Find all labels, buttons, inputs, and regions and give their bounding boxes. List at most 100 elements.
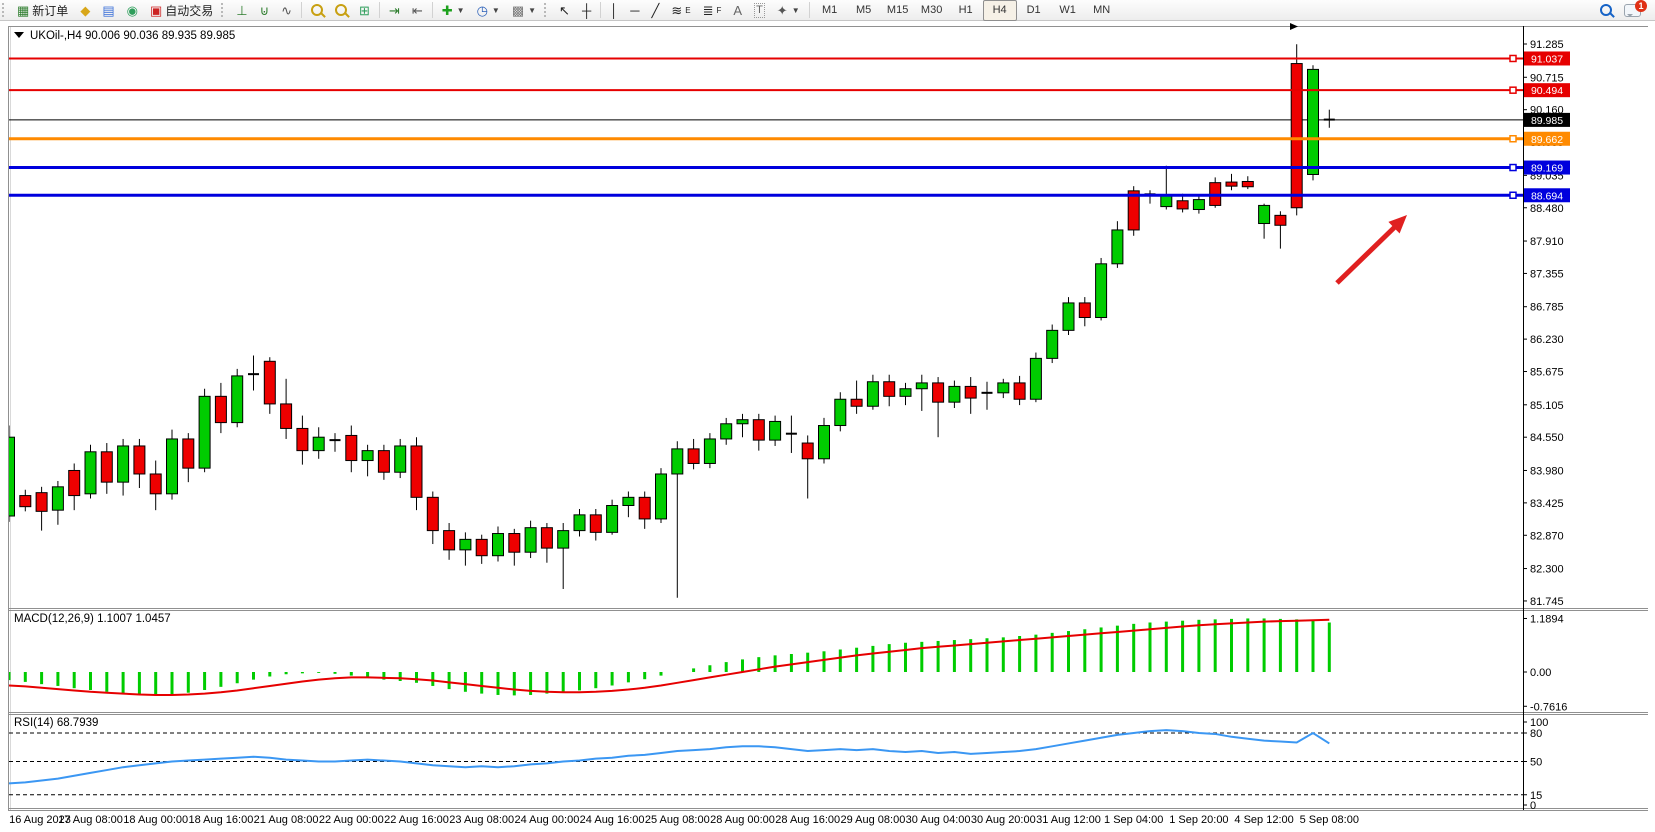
indicators-button[interactable]: ✚ ▼ [436,0,471,21]
line-chart-mode-button[interactable]: ∿ [275,0,298,21]
svg-text:22 Aug 16:00: 22 Aug 16:00 [384,814,449,826]
navigator-button[interactable]: ◉ [121,0,144,21]
timeframe-button-h1[interactable]: H1 [958,4,973,16]
svg-text:24 Aug 16:00: 24 Aug 16:00 [580,814,645,826]
chevron-down-icon: ▼ [528,5,537,15]
new-order-button[interactable]: ▦ 新订单 [11,0,74,21]
timeframe-bar: M1 M5 M15 M30 H1 H4 D1 W1 MN [813,0,1119,21]
chevron-down-icon: ▼ [791,5,800,15]
auto-trading-button[interactable]: ▣ 自动交易 [144,0,219,21]
channel-button[interactable]: ≋ E [665,0,696,21]
svg-text:89.169: 89.169 [1531,163,1563,175]
periods-button[interactable]: ◷ ▼ [471,0,506,21]
clock-icon: ◷ [476,2,488,18]
fibonacci-button[interactable]: ≣ F [697,0,728,21]
search-button[interactable] [1594,0,1618,21]
trendline-button[interactable]: ╱ [646,0,666,21]
new-order-icon: ▦ [17,2,30,18]
timeframe-button-w1[interactable]: W1 [1059,4,1076,16]
toolbar-separator [808,2,810,18]
horizontal-line-button[interactable]: ─ [624,0,645,21]
svg-text:88.694: 88.694 [1531,190,1563,202]
svg-text:100: 100 [1530,717,1548,729]
zoom-in-button[interactable] [305,0,329,21]
svg-text:31 Aug 12:00: 31 Aug 12:00 [1036,814,1101,826]
trend-arrow-annotation [1335,215,1407,285]
timeframe-button-m5[interactable]: M5 [855,4,872,16]
crosshair-button[interactable]: ┼ [576,0,597,21]
chat-bubble-icon: 1 [1624,0,1647,17]
data-window-icon: ▤ [102,2,115,18]
svg-text:1 Sep 04:00: 1 Sep 04:00 [1104,814,1163,826]
timeframe-button-h4[interactable]: H4 [982,0,1017,21]
templates-button[interactable]: ▩ ▼ [506,0,542,21]
zoom-out-button[interactable] [329,0,353,21]
svg-text:17 Aug 08:00: 17 Aug 08:00 [58,814,123,826]
timeframe-button-m15[interactable]: M15 [886,4,909,16]
cursor-button[interactable]: ↖ [553,0,576,21]
svg-text:0: 0 [1530,800,1536,812]
notifications-button[interactable]: 1 [1618,0,1647,21]
toolbar-separator [600,2,602,18]
bar-chart-mode-button[interactable]: ⊥ [230,0,253,21]
shapes-icon: ✦ [776,2,788,18]
svg-text:82.300: 82.300 [1530,564,1564,576]
candle-chart-mode-button[interactable]: ⊍ [254,0,276,21]
toolbar-grip[interactable] [544,3,551,17]
shapes-button[interactable]: ✦ ▼ [771,0,806,21]
data-window-button[interactable]: ▤ [96,0,120,21]
text-button[interactable]: A [727,0,748,21]
rsi-panel[interactable] [9,729,1523,796]
toolbar-grip[interactable] [221,3,228,17]
tile-windows-button[interactable]: ⊞ [353,0,376,21]
toolbar-grip[interactable] [2,3,9,17]
chart-shift-button[interactable]: ⇤ [406,0,429,21]
macd-label: MACD(12,26,9) 1.1007 1.0457 [14,613,171,625]
vertical-line-button[interactable]: │ [604,0,624,21]
new-order-label: 新订单 [32,3,69,18]
zoom-in-icon [311,4,324,16]
channel-icon: ≋ [671,2,683,18]
toolbar-separator [431,2,433,18]
market-watch-button[interactable]: ◆ [74,0,96,21]
timeframe-button-m1[interactable]: M1 [821,4,838,16]
fibonacci-icon: ≣ [702,2,714,18]
svg-text:91.285: 91.285 [1530,39,1564,51]
svg-text:87.355: 87.355 [1530,268,1564,280]
svg-text:86.785: 86.785 [1530,302,1564,314]
svg-text:23 Aug 08:00: 23 Aug 08:00 [449,814,514,826]
notification-badge: 1 [1635,0,1647,12]
funnel-icon: ◆ [80,2,91,18]
timeframe-button-mn[interactable]: MN [1093,4,1111,16]
chart-canvas[interactable]: 91.28590.71590.16089.60589.03588.48087.9… [0,21,1655,832]
macd-panel[interactable] [9,618,1331,696]
timeframe-button-d1[interactable]: D1 [1026,4,1041,16]
text-label-icon: T [754,2,765,18]
svg-text:83.980: 83.980 [1530,465,1564,477]
zoom-out-icon [335,4,348,16]
svg-text:1 Sep 20:00: 1 Sep 20:00 [1169,814,1228,826]
trendline-icon: ╱ [651,2,660,18]
fibonacci-subscript: F [716,5,722,15]
svg-text:82.870: 82.870 [1530,530,1564,542]
auto-scroll-button[interactable]: ⇥ [383,0,406,21]
chevron-down-icon: ▼ [456,5,465,15]
crosshair-icon: ┼ [581,2,592,18]
svg-text:-0.7616: -0.7616 [1530,701,1567,713]
svg-text:28 Aug 00:00: 28 Aug 00:00 [710,814,775,826]
svg-text:81.745: 81.745 [1530,596,1564,608]
add-indicator-icon: ✚ [441,2,453,18]
main-price-panel[interactable] [4,44,1524,598]
text-label-button[interactable]: T [748,0,771,21]
chart-window: 91.28590.71590.16089.60589.03588.48087.9… [0,21,1655,832]
svg-text:18 Aug 16:00: 18 Aug 16:00 [188,814,253,826]
svg-text:0.00: 0.00 [1530,667,1551,679]
svg-text:15: 15 [1530,790,1542,802]
timeframe-button-m30[interactable]: M30 [920,4,943,16]
svg-text:85.105: 85.105 [1530,400,1564,412]
svg-text:90.715: 90.715 [1530,72,1564,84]
svg-text:80: 80 [1530,728,1542,740]
template-icon: ▩ [511,2,525,18]
svg-text:22 Aug 00:00: 22 Aug 00:00 [319,814,384,826]
